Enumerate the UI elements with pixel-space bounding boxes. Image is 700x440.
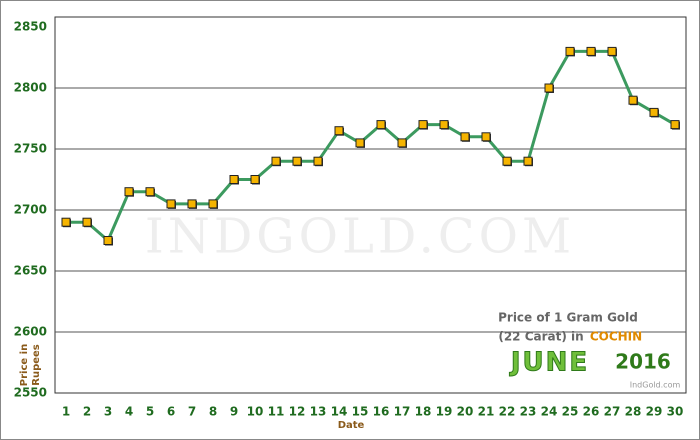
marker (607, 46, 617, 56)
marker (649, 107, 659, 117)
y-tick-label: 2650 (14, 264, 47, 278)
y-tick-label: 2700 (14, 203, 47, 217)
x-tick-label: 11 (268, 405, 285, 419)
x-tick-label: 18 (415, 405, 432, 419)
marker (334, 126, 344, 136)
x-tick-label: 25 (562, 405, 579, 419)
x-tick-label: 28 (625, 405, 642, 419)
marker (481, 132, 491, 142)
marker (166, 199, 176, 209)
caption-year: 2016 (615, 350, 671, 374)
caption-month: JUNE (509, 348, 589, 378)
caption-source: IndGold.com (630, 381, 681, 390)
x-tick-label: 2 (83, 405, 91, 419)
x-tick-label: 27 (604, 405, 621, 419)
x-tick-label: 13 (310, 405, 327, 419)
x-tick-label: 9 (230, 405, 238, 419)
x-tick-label: 19 (436, 405, 453, 419)
caption-city: COCHIN (590, 330, 642, 344)
x-tick-label: 15 (352, 405, 369, 419)
marker (187, 199, 197, 209)
marker (271, 156, 281, 166)
x-tick-label: 30 (667, 405, 684, 419)
x-tick-label: 3 (104, 405, 112, 419)
x-tick-label: 6 (167, 405, 175, 419)
marker (61, 217, 71, 227)
x-tick-label: 29 (646, 405, 663, 419)
watermark: INDGOLD.COM (145, 209, 575, 265)
x-tick-label: 4 (125, 405, 133, 419)
x-tick-label: 7 (188, 405, 196, 419)
marker (460, 132, 470, 142)
x-tick-label: 8 (209, 405, 217, 419)
y-tick-label: 2800 (14, 81, 47, 95)
marker (418, 120, 428, 130)
marker (82, 217, 92, 227)
marker (376, 120, 386, 130)
marker (250, 175, 260, 184)
y-axis-label-line: Rupees (31, 344, 42, 386)
x-tick-label: 1 (62, 405, 70, 419)
marker (523, 156, 533, 166)
marker (208, 199, 218, 209)
marker (670, 120, 680, 130)
x-tick-label: 17 (394, 405, 411, 419)
marker (229, 175, 239, 184)
marker (544, 83, 554, 93)
marker (124, 187, 134, 197)
marker (103, 236, 113, 245)
x-tick-label: 26 (583, 405, 600, 419)
y-axis-label-line: Price in (19, 344, 30, 386)
x-tick-label: 23 (520, 405, 537, 419)
caption-line: Price of 1 Gram Gold (498, 311, 638, 325)
x-tick-label: 22 (499, 405, 516, 419)
marker (439, 120, 449, 130)
x-tick-label: 20 (457, 405, 474, 419)
marker (565, 46, 575, 56)
caption-line: (22 Carat) in (498, 330, 583, 344)
x-tick-label: 5 (146, 405, 154, 419)
y-tick-label: 2750 (14, 142, 47, 156)
x-tick-label: 16 (373, 405, 390, 419)
marker (292, 156, 302, 166)
y-tick-label: 2850 (14, 20, 47, 34)
marker (628, 95, 638, 105)
x-tick-label: 21 (478, 405, 495, 419)
marker (502, 156, 512, 166)
x-tick-label: 12 (289, 405, 306, 419)
y-tick-label: 2550 (14, 386, 47, 400)
x-tick-label: 24 (541, 405, 558, 419)
plot-area (54, 16, 687, 394)
x-tick-label: 14 (331, 405, 348, 419)
marker (313, 156, 323, 166)
caption: Price of 1 Gram Gold (22 Carat) in COCHI… (498, 311, 680, 390)
marker (145, 187, 155, 197)
x-axis-label: Date (338, 420, 365, 431)
marker (397, 138, 407, 148)
marker (355, 138, 365, 148)
y-axis-label: Price in Rupees (19, 344, 42, 386)
x-tick-label: 10 (247, 405, 264, 419)
y-tick-label: 2600 (14, 325, 47, 339)
marker (586, 46, 596, 56)
